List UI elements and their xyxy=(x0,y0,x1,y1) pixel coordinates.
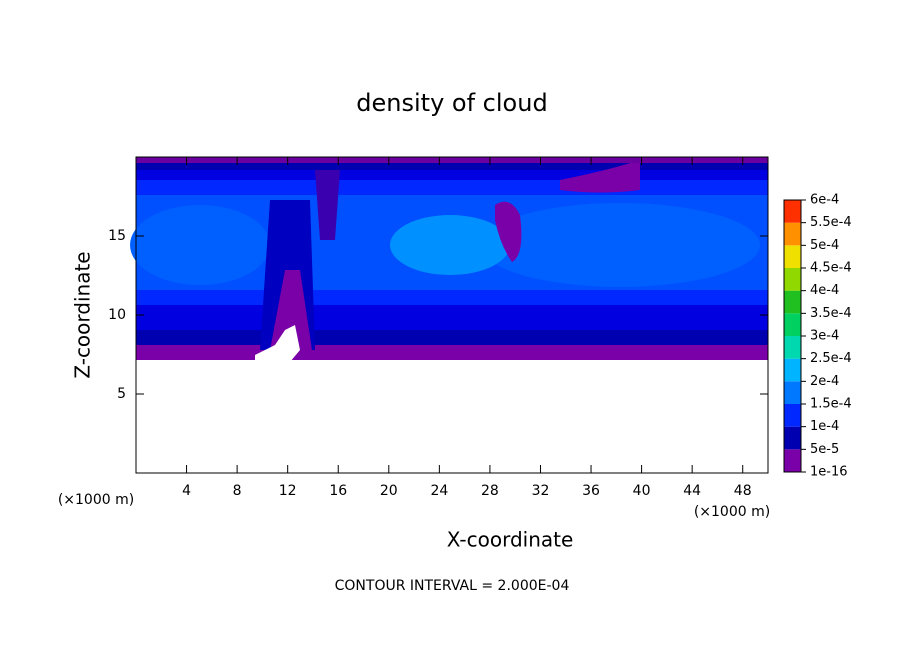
y-tick-label: 10 xyxy=(108,307,126,323)
contour-field xyxy=(130,157,768,473)
colorbar-band xyxy=(784,358,801,382)
x-axis-label: X-coordinate xyxy=(447,528,574,552)
annotation: CONTOUR INTERVAL = 2.000E-04 xyxy=(335,578,570,594)
colorbar-band xyxy=(784,381,801,404)
colorbar-label: 4.5e-4 xyxy=(810,261,852,276)
colorbar-label: 4e-4 xyxy=(810,283,839,298)
colorbar-band xyxy=(784,200,801,223)
colorbar-label: 3e-4 xyxy=(810,329,839,344)
x-tick-label: 20 xyxy=(380,483,398,499)
colorbar-band xyxy=(784,222,801,246)
x-tick-label: 12 xyxy=(279,483,297,499)
chart-title: density of cloud xyxy=(356,89,547,117)
x-tick-label: 40 xyxy=(633,483,651,499)
y-tick-label: 15 xyxy=(108,228,126,244)
x-tick-label: 4 xyxy=(182,483,191,499)
x-tick-label: 48 xyxy=(734,483,752,499)
colorbar-label: 1e-4 xyxy=(810,419,839,434)
colorbar-band xyxy=(784,404,801,427)
colorbar-band xyxy=(784,268,801,291)
x-tick-label: 44 xyxy=(683,483,701,499)
y-axis-label: Z-coordinate xyxy=(71,251,95,378)
x-tick-label: 36 xyxy=(582,483,600,499)
x-tick-label: 16 xyxy=(329,483,347,499)
colorbar-label: 1.5e-4 xyxy=(810,397,852,412)
x-tick-label: 24 xyxy=(430,483,448,499)
x-tick-label: 8 xyxy=(233,483,242,499)
colorbar-label: 3.5e-4 xyxy=(810,306,852,321)
colorbar-band xyxy=(784,313,801,336)
colorbar-band xyxy=(784,336,801,359)
colorbar-label: 1e-16 xyxy=(810,465,848,480)
colorbar-band xyxy=(784,426,801,450)
x-tick-label: 32 xyxy=(532,483,550,499)
x-tick-label: 28 xyxy=(481,483,499,499)
colorbar-label: 5e-4 xyxy=(810,238,839,253)
y-unit: (×1000 m) xyxy=(58,492,134,508)
colorbar-label: 2.5e-4 xyxy=(810,351,852,366)
colorbar-label: 5e-5 xyxy=(810,442,839,457)
x-unit: (×1000 m) xyxy=(694,504,770,520)
colorbar-band xyxy=(784,245,801,268)
colorbar-label: 2e-4 xyxy=(810,374,839,389)
colorbar-label: 6e-4 xyxy=(810,193,839,208)
y-tick-label: 5 xyxy=(117,386,126,402)
colorbar-band xyxy=(784,290,801,314)
colorbar-label: 5.5e-4 xyxy=(810,215,852,230)
colorbar-band xyxy=(784,449,801,472)
